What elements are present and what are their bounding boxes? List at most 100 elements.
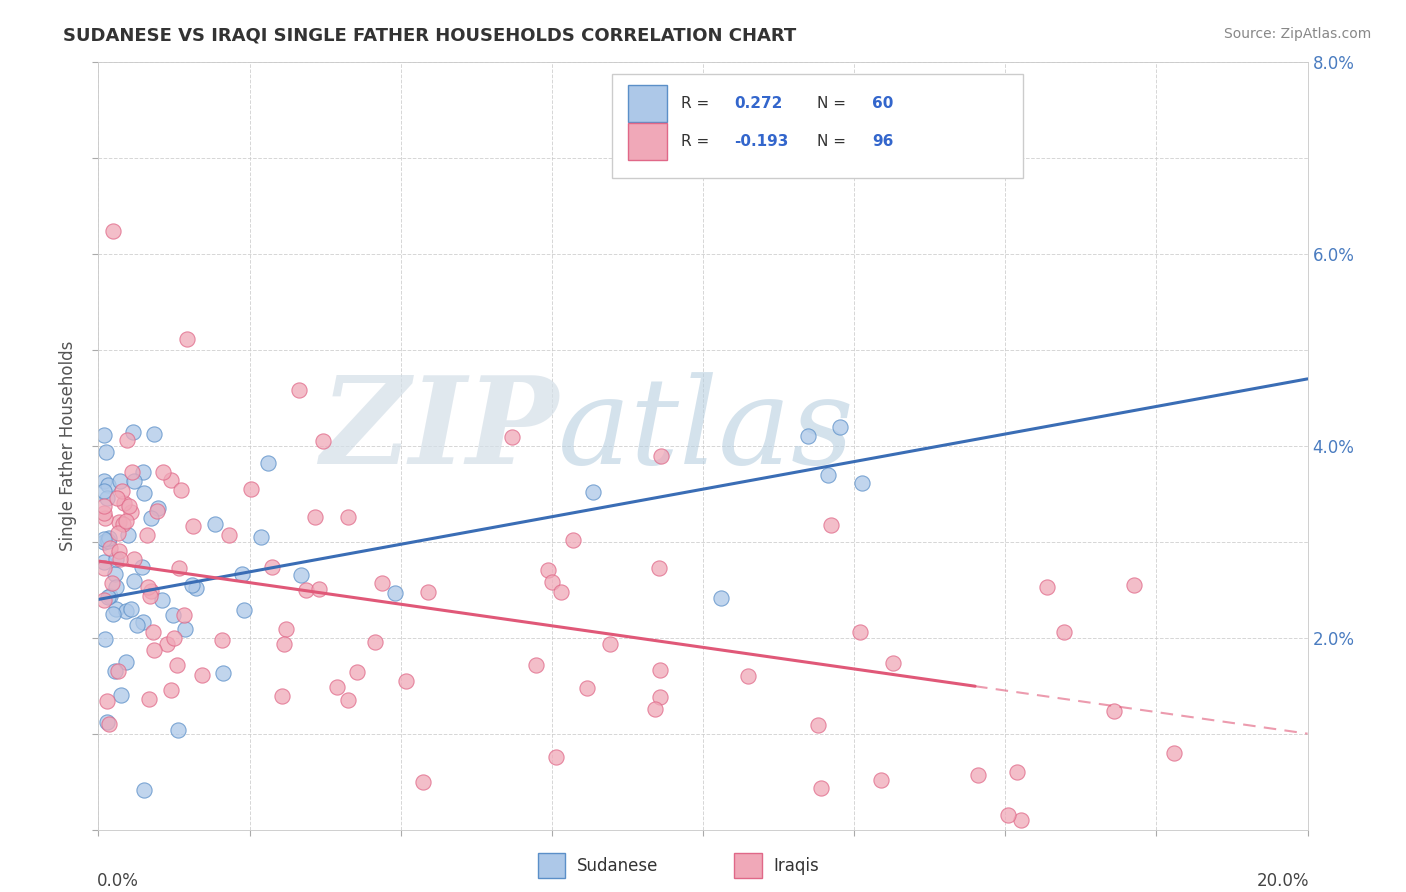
Point bbox=[882, 657, 904, 671]
Point bbox=[139, 589, 162, 603]
Point bbox=[169, 560, 191, 574]
Point bbox=[93, 483, 115, 498]
Point bbox=[176, 332, 198, 346]
Point bbox=[1005, 765, 1028, 780]
Point bbox=[131, 466, 153, 480]
Point bbox=[121, 601, 143, 615]
Point bbox=[146, 501, 169, 516]
Point bbox=[1123, 577, 1146, 591]
Point bbox=[290, 567, 312, 582]
Point bbox=[96, 714, 118, 729]
FancyBboxPatch shape bbox=[613, 74, 1024, 178]
Text: N =: N = bbox=[817, 95, 851, 111]
Point bbox=[98, 541, 121, 555]
Point bbox=[233, 603, 256, 617]
Point bbox=[104, 665, 127, 679]
Text: Iraqis: Iraqis bbox=[773, 856, 820, 875]
Point bbox=[97, 591, 120, 605]
Point bbox=[1053, 625, 1076, 640]
Point bbox=[1036, 580, 1059, 594]
Point bbox=[412, 775, 434, 789]
Text: SUDANESE VS IRAQI SINGLE FATHER HOUSEHOLDS CORRELATION CHART: SUDANESE VS IRAQI SINGLE FATHER HOUSEHOL… bbox=[63, 27, 797, 45]
Point bbox=[104, 602, 127, 616]
Point bbox=[121, 466, 143, 480]
Point bbox=[162, 632, 184, 646]
Point bbox=[231, 566, 253, 581]
Text: -0.193: -0.193 bbox=[734, 134, 789, 149]
Point bbox=[312, 434, 335, 448]
Text: 60: 60 bbox=[872, 95, 894, 111]
Text: ZIP: ZIP bbox=[319, 371, 558, 490]
Point bbox=[544, 750, 567, 764]
Point bbox=[94, 510, 117, 524]
Point bbox=[152, 466, 174, 480]
Point bbox=[820, 517, 842, 532]
Point bbox=[117, 528, 139, 542]
Point bbox=[416, 585, 439, 599]
Point bbox=[869, 773, 891, 788]
Point bbox=[582, 484, 605, 499]
Point bbox=[118, 499, 141, 513]
Point bbox=[169, 483, 191, 498]
Point bbox=[817, 468, 839, 483]
Point bbox=[849, 624, 872, 639]
Point bbox=[737, 668, 759, 682]
Point bbox=[710, 591, 733, 606]
Point bbox=[93, 499, 115, 513]
Point bbox=[364, 635, 387, 649]
Point bbox=[107, 526, 129, 541]
Point bbox=[810, 780, 832, 795]
Point bbox=[93, 555, 115, 569]
Point bbox=[124, 574, 146, 588]
Point bbox=[98, 589, 121, 603]
Point bbox=[138, 692, 160, 706]
Point bbox=[526, 657, 548, 672]
Text: 96: 96 bbox=[872, 134, 894, 149]
Point bbox=[851, 476, 873, 491]
Point bbox=[191, 667, 214, 681]
Point bbox=[797, 428, 820, 442]
Point bbox=[115, 514, 138, 528]
Point bbox=[371, 575, 394, 590]
Point bbox=[271, 689, 294, 703]
Point bbox=[93, 561, 115, 575]
Point bbox=[540, 575, 562, 590]
Point bbox=[143, 427, 166, 442]
Point bbox=[150, 593, 173, 607]
Point bbox=[830, 420, 852, 434]
Point bbox=[160, 474, 183, 488]
Point bbox=[105, 552, 128, 566]
Text: atlas: atlas bbox=[558, 372, 855, 490]
Point bbox=[122, 552, 145, 566]
Point bbox=[97, 478, 120, 492]
Point bbox=[1010, 813, 1032, 827]
Point bbox=[93, 474, 115, 488]
Point bbox=[260, 560, 283, 574]
Point bbox=[966, 768, 988, 782]
Point bbox=[112, 496, 135, 510]
Point bbox=[98, 716, 121, 731]
Bar bbox=[628, 85, 666, 121]
Text: N =: N = bbox=[817, 134, 851, 149]
Point bbox=[141, 584, 163, 599]
Point bbox=[93, 593, 115, 607]
Point bbox=[120, 505, 142, 519]
Point bbox=[346, 665, 368, 679]
Point bbox=[96, 694, 118, 708]
Point bbox=[180, 578, 202, 592]
Point bbox=[395, 674, 418, 689]
Point bbox=[384, 586, 406, 600]
Point bbox=[1163, 746, 1185, 760]
Point bbox=[110, 474, 132, 488]
Text: Source: ZipAtlas.com: Source: ZipAtlas.com bbox=[1223, 27, 1371, 41]
Point bbox=[166, 658, 188, 673]
Point bbox=[304, 510, 326, 524]
Point bbox=[146, 504, 169, 518]
Point bbox=[107, 543, 129, 558]
Point bbox=[807, 718, 830, 732]
Point bbox=[93, 427, 115, 442]
Point bbox=[162, 607, 184, 622]
Point bbox=[648, 663, 671, 677]
Point bbox=[98, 531, 121, 545]
Point bbox=[184, 582, 207, 596]
